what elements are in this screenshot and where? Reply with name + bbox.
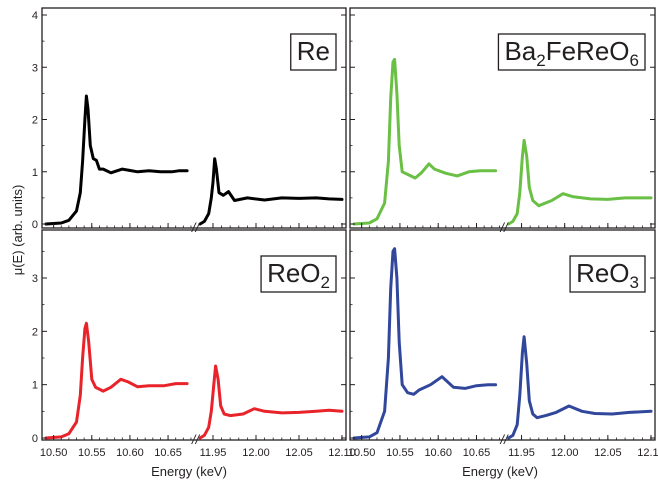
x-tick-label: 10.65 xyxy=(154,447,182,459)
y-tick-label: 2 xyxy=(32,115,38,127)
y-axis-title: μ(E) (arb. units) xyxy=(10,185,25,276)
series-line-ReO3-L2 xyxy=(507,335,653,440)
x-tick-label: 10.60 xyxy=(424,447,452,459)
x-tick-label: 12.05 xyxy=(594,447,622,459)
x-tick-label: 12.10 xyxy=(328,447,356,459)
y-tick-label: 3 xyxy=(32,62,38,74)
panel-label-ReO2: ReO2 xyxy=(260,255,337,293)
x-tick-label: 12.00 xyxy=(242,447,270,459)
axis-break-mark: // xyxy=(191,220,201,235)
panel-grid: // 0 1 2 3 4 Re // Ba2FeReO6 // 0 1 2 3 ReO2 // ReO3 xyxy=(32,7,656,447)
y-tick-label: 0 xyxy=(32,219,38,231)
panel-label-ReO3: ReO3 xyxy=(569,255,646,293)
panel-frame-Re xyxy=(41,7,347,229)
y-tick-label: 0 xyxy=(32,433,38,445)
x-tick-label: 10.60 xyxy=(116,447,144,459)
series-line-Re-L3 xyxy=(44,94,189,226)
x-tick-label: 10.50 xyxy=(348,447,376,459)
x-axis-title-right: Energy (keV) xyxy=(462,464,538,479)
axis-break-mark: // xyxy=(191,432,201,447)
panel-label-text: Re xyxy=(297,36,330,66)
x-tick-label: 10.55 xyxy=(386,447,414,459)
x-tick-label: 11.95 xyxy=(508,447,535,459)
series-line-ReO2-L3 xyxy=(44,321,189,440)
panel-label-box xyxy=(290,33,337,71)
panel-label-Re: Re xyxy=(290,33,337,71)
x-tick-label: 12.00 xyxy=(551,447,579,459)
series-line-ReO3-L3 xyxy=(352,247,498,440)
y-tick-label: 1 xyxy=(32,167,38,179)
x-tick-label: 12.05 xyxy=(285,447,313,459)
panel-frame-Ba2FeReO6 xyxy=(349,7,656,229)
series-line-Ba2FeReO6-L3 xyxy=(352,57,498,226)
x-tick-label: 10.55 xyxy=(78,447,106,459)
panel-label-box xyxy=(260,255,337,293)
series-line-ReO2-L2 xyxy=(198,364,344,440)
x-tick-label: 10.50 xyxy=(40,447,68,459)
panel-label-text: ReO2 xyxy=(267,258,330,292)
series-line-Re-L2 xyxy=(198,157,344,226)
axis-break-mark: // xyxy=(499,432,509,447)
panel-label-Ba2FeReO6: Ba2FeReO6 xyxy=(497,33,646,71)
y-tick-label: 2 xyxy=(32,326,38,338)
y-tick-label: 3 xyxy=(32,273,38,285)
x-tick-label: 10.65 xyxy=(463,447,491,459)
shared-axes: 10.50 10.55 10.60 10.65 11.95 12.00 12.05 12.10… xyxy=(40,447,658,459)
panel-label-text: Ba2FeReO6 xyxy=(504,36,639,70)
x-axis-title-left: Energy (keV) xyxy=(151,464,227,479)
panel-frame-ReO2 xyxy=(41,229,347,441)
y-tick-label: 4 xyxy=(32,10,38,22)
x-tick-label: 11.95 xyxy=(200,447,227,459)
x-tick-label: 12.10 xyxy=(637,447,658,459)
panel-label-box xyxy=(569,255,646,293)
series-line-Ba2FeReO6-L2 xyxy=(507,138,653,226)
panel-label-box xyxy=(497,33,646,71)
panel-frame-ReO3 xyxy=(349,229,656,441)
panel-label-text: ReO3 xyxy=(576,258,639,292)
axis-break-mark: // xyxy=(499,220,509,235)
y-tick-label: 1 xyxy=(32,380,38,392)
